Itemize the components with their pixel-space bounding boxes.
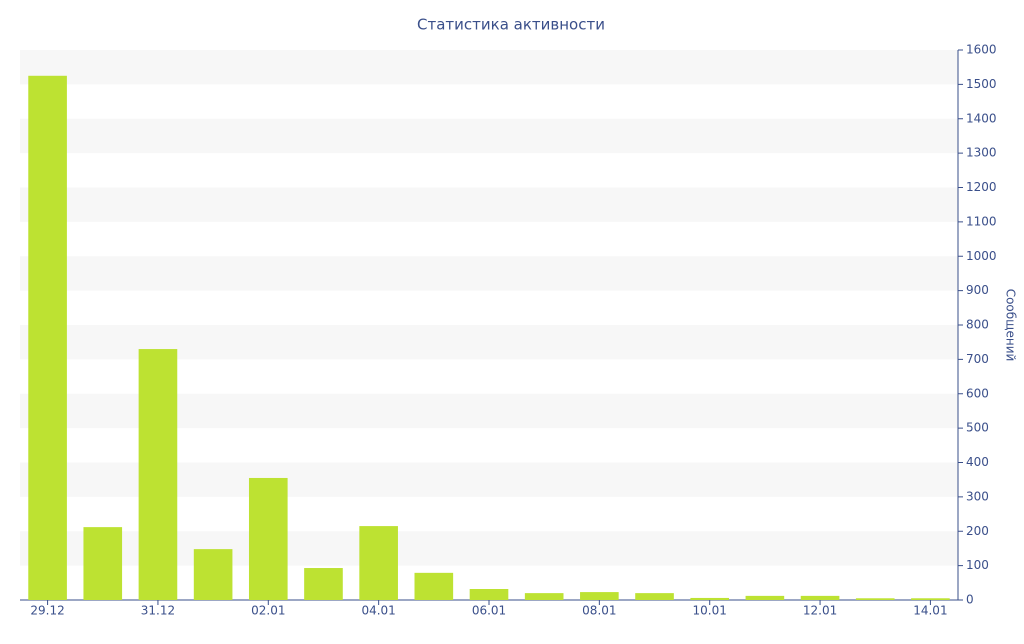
y-tick-label: 400	[966, 455, 989, 469]
bar	[745, 595, 785, 600]
y-tick-label: 200	[966, 524, 989, 538]
bar	[83, 527, 123, 600]
y-tick-label: 900	[966, 283, 989, 297]
grid-band	[20, 256, 958, 291]
y-axis-label: Сообщений	[1004, 289, 1018, 362]
x-tick-label: 14.01	[913, 604, 947, 618]
y-tick-label: 1200	[966, 180, 997, 194]
y-tick-label: 300	[966, 489, 989, 503]
bar	[359, 526, 398, 600]
x-tick-label: 29.12	[30, 604, 64, 618]
y-tick-label: 1300	[966, 146, 997, 160]
y-tick-label: 1100	[966, 214, 997, 228]
y-tick-label: 800	[966, 318, 989, 332]
bar	[304, 568, 343, 600]
y-tick-label: 500	[966, 421, 989, 435]
y-tick-label: 1000	[966, 249, 997, 263]
bar	[855, 598, 895, 600]
y-tick-label: 0	[966, 593, 974, 607]
x-tick-label: 10.01	[693, 604, 727, 618]
bar	[248, 477, 288, 600]
bar	[469, 589, 509, 600]
bar	[800, 595, 840, 600]
bar	[138, 349, 178, 600]
grid-band	[20, 50, 958, 85]
bar	[635, 593, 674, 600]
bar	[690, 597, 730, 600]
y-tick-label: 1400	[966, 111, 997, 125]
x-tick-label: 04.01	[361, 604, 395, 618]
x-tick-label: 12.01	[803, 604, 837, 618]
y-tick-label: 1600	[966, 43, 997, 57]
grid-band	[20, 187, 958, 222]
bar	[28, 75, 67, 600]
y-tick-label: 1500	[966, 77, 997, 91]
x-tick-label: 06.01	[472, 604, 506, 618]
bar	[580, 592, 619, 600]
x-tick-label: 31.12	[141, 604, 175, 618]
bar	[911, 598, 950, 600]
y-tick-label: 100	[966, 558, 989, 572]
bar	[524, 593, 564, 600]
chart-title: Статистика активности	[417, 16, 605, 34]
x-tick-label: 02.01	[251, 604, 285, 618]
y-tick-label: 700	[966, 352, 989, 366]
bar	[193, 549, 233, 600]
grid-band	[20, 118, 958, 154]
bar	[414, 572, 454, 600]
y-tick-label: 600	[966, 386, 989, 400]
x-tick-label: 08.01	[582, 604, 616, 618]
